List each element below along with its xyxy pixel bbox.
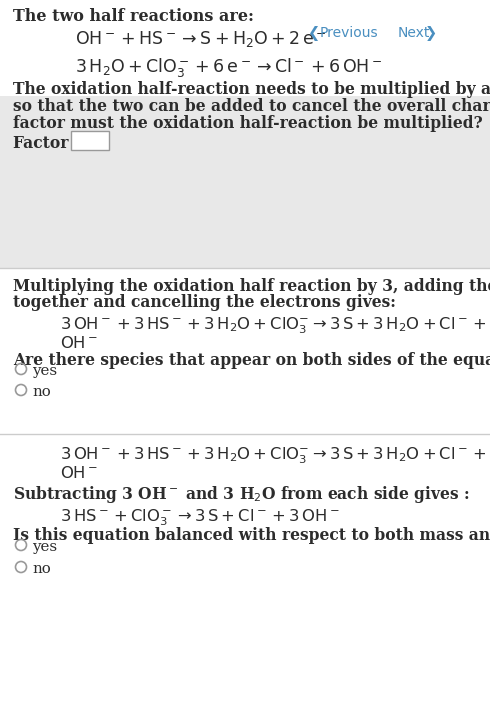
Text: $\mathrm{3\,HS^- + ClO_3^- \rightarrow 3\,S + Cl^- + 3\,OH^-}$: $\mathrm{3\,HS^- + ClO_3^- \rightarrow 3… [60, 507, 340, 528]
Text: Next: Next [398, 26, 430, 40]
Text: $\mathrm{OH^-}$: $\mathrm{OH^-}$ [60, 465, 98, 482]
Text: so that the two can be added to cancel the overall charge. By what: so that the two can be added to cancel t… [13, 98, 490, 115]
Text: yes: yes [32, 364, 57, 378]
Text: ❮: ❮ [308, 26, 320, 41]
Text: yes: yes [32, 540, 57, 554]
FancyBboxPatch shape [0, 0, 490, 196]
Text: Multiplying the oxidation half reaction by 3, adding the two: Multiplying the oxidation half reaction … [13, 278, 490, 295]
Text: $\mathrm{3\,OH^- + 3\,HS^- + 3\,H_2O + ClO_3^{-} \rightarrow 3\,S + 3\,H_2O + Cl: $\mathrm{3\,OH^- + 3\,HS^- + 3\,H_2O + C… [60, 316, 490, 336]
Text: no: no [32, 562, 51, 576]
Text: $\mathrm{3\,OH^- + 3\,HS^- + 3\,H_2O + ClO_3^{-} \rightarrow 3\,S + 3\,H_2O + Cl: $\mathrm{3\,OH^- + 3\,HS^- + 3\,H_2O + C… [60, 446, 490, 467]
Text: Subtracting 3 OH$^-$ and 3 H$_2$O from each side gives :: Subtracting 3 OH$^-$ and 3 H$_2$O from e… [13, 484, 470, 505]
Text: Previous: Previous [320, 26, 379, 40]
Text: factor must the oxidation half-reaction be multiplied?: factor must the oxidation half-reaction … [13, 115, 483, 132]
Text: Factor =: Factor = [13, 135, 87, 152]
Text: Is this equation balanced with respect to both mass and charge?: Is this equation balanced with respect t… [13, 527, 490, 544]
Text: $\mathrm{OH^-}$: $\mathrm{OH^-}$ [60, 335, 98, 352]
Text: $\mathrm{OH^- + HS^- \rightarrow S + H_2O + 2\,e^-}$: $\mathrm{OH^- + HS^- \rightarrow S + H_2… [75, 29, 326, 49]
Text: Are there species that appear on both sides of the equation?: Are there species that appear on both si… [13, 352, 490, 369]
Text: no: no [32, 385, 51, 399]
FancyBboxPatch shape [71, 131, 109, 150]
FancyBboxPatch shape [0, 268, 490, 434]
FancyBboxPatch shape [0, 434, 490, 726]
Text: The two half reactions are:: The two half reactions are: [13, 8, 254, 25]
Text: The oxidation half-reaction needs to be multiplied by a constant: The oxidation half-reaction needs to be … [13, 81, 490, 98]
Text: $\mathrm{3\,H_2O + ClO_3^- + 6\,e^- \rightarrow Cl^- + 6\,OH^-}$: $\mathrm{3\,H_2O + ClO_3^- + 6\,e^- \rig… [75, 56, 382, 79]
Text: ❯: ❯ [425, 26, 437, 41]
FancyBboxPatch shape [0, 96, 490, 268]
Text: together and cancelling the electrons gives:: together and cancelling the electrons gi… [13, 294, 396, 311]
